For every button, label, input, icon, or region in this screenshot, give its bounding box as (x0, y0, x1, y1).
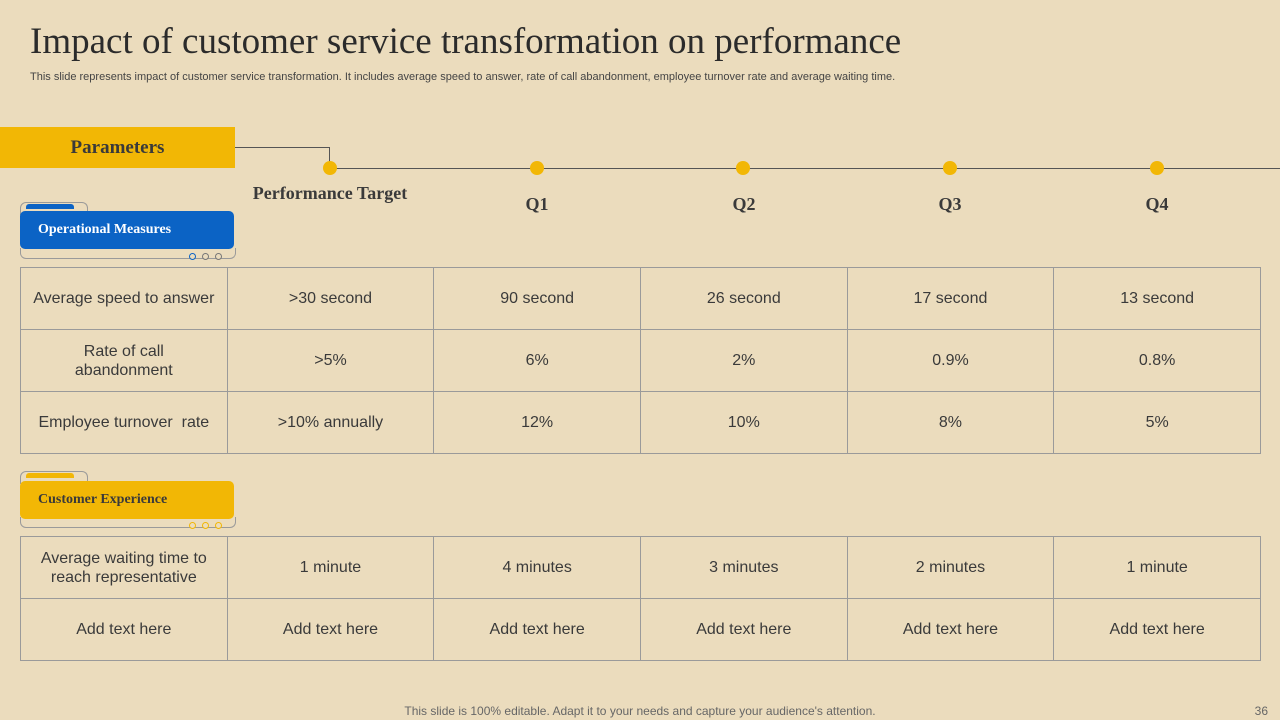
table-cell: 8% (846, 391, 1055, 454)
table-cell: 13 second (1053, 267, 1261, 330)
table-cell: 12% (433, 391, 641, 454)
label-tab-decoration (26, 473, 74, 478)
table-cell: Employee turnover rate (20, 391, 228, 454)
table-row: Rate of call abandonment >5% 6% 2% 0.9% … (20, 329, 1261, 392)
ring-decoration (215, 253, 222, 260)
ring-decoration (189, 253, 196, 260)
table-cell: Rate of call abandonment (20, 329, 228, 392)
table-cell: 90 second (433, 267, 641, 330)
table-cell: 4 minutes (433, 536, 641, 599)
table-row: Add text here Add text here Add text her… (20, 598, 1261, 661)
parameters-header: Parameters (0, 127, 235, 168)
section-label-customer: Customer Experience (20, 481, 234, 519)
table-cell: 3 minutes (639, 536, 848, 599)
table-cell: Average waiting time to reach representa… (20, 536, 228, 599)
table-cell: Add text here (226, 598, 435, 661)
table-cell: 0.9% (846, 329, 1055, 392)
column-header-target: Performance Target (252, 183, 408, 203)
table-cell: 0.8% (1053, 329, 1261, 392)
page-number: 36 (1254, 704, 1268, 718)
timeline-dot (323, 161, 337, 175)
table-cell: 2% (639, 329, 848, 392)
timeline-dot (530, 161, 544, 175)
table-cell: Add text here (639, 598, 848, 661)
table-cell: >5% (226, 329, 435, 392)
label-underline-decoration (20, 248, 236, 259)
customer-table: Average waiting time to reach representa… (20, 536, 1261, 661)
table-cell: 10% (639, 391, 848, 454)
table-cell: 26 second (639, 267, 848, 330)
section-label-operational: Operational Measures (20, 211, 234, 249)
column-header-q2: Q2 (732, 194, 756, 214)
table-cell: Average speed to answer (20, 267, 228, 330)
ring-decoration (189, 522, 196, 529)
table-cell: >10% annually (226, 391, 435, 454)
table-row: Average speed to answer >30 second 90 se… (20, 267, 1261, 330)
table-cell: Add text here (20, 598, 228, 661)
footer-note: This slide is 100% editable. Adapt it to… (404, 704, 876, 718)
ring-decoration (215, 522, 222, 529)
connector-line (235, 147, 330, 148)
label-tab-decoration (20, 471, 88, 484)
table-cell: Add text here (846, 598, 1055, 661)
ring-decoration (202, 253, 209, 260)
connector-line (329, 147, 330, 168)
table-cell: 17 second (846, 267, 1055, 330)
table-cell: 1 minute (1053, 536, 1261, 599)
column-header-q3: Q3 (938, 194, 962, 214)
table-cell: >30 second (226, 267, 435, 330)
table-cell: 1 minute (226, 536, 435, 599)
label-tab-decoration (26, 204, 74, 209)
table-cell: 2 minutes (846, 536, 1055, 599)
label-underline-decoration (20, 517, 236, 528)
timeline-dot (943, 161, 957, 175)
table-cell: Add text here (433, 598, 641, 661)
table-cell: 6% (433, 329, 641, 392)
column-header-q1: Q1 (525, 194, 549, 214)
table-row: Employee turnover rate >10% annually 12%… (20, 391, 1261, 454)
timeline-dot (736, 161, 750, 175)
table-cell: Add text here (1053, 598, 1261, 661)
slide-title: Impact of customer service transformatio… (30, 21, 902, 62)
table-cell: 5% (1053, 391, 1261, 454)
slide-subtitle: This slide represents impact of customer… (30, 71, 896, 83)
ring-decoration (202, 522, 209, 529)
timeline-line (330, 168, 1280, 169)
operational-table: Average speed to answer >30 second 90 se… (20, 267, 1261, 454)
label-tab-decoration (20, 202, 88, 215)
column-header-q4: Q4 (1145, 194, 1169, 214)
table-row: Average waiting time to reach representa… (20, 536, 1261, 599)
timeline-dot (1150, 161, 1164, 175)
